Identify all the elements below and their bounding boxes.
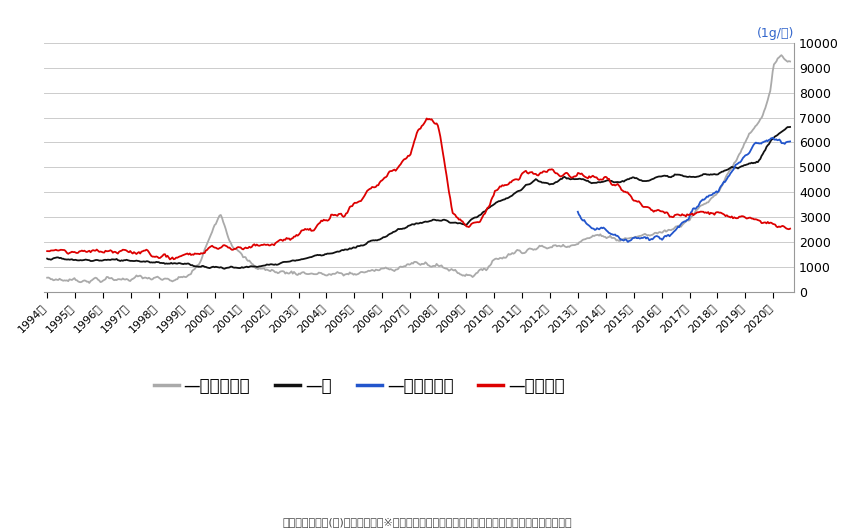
Text: データ配信元：(株)時事通信社　※イリジウム価格は大手地金商参考価格を基に北辰物産が作成: データ配信元：(株)時事通信社 ※イリジウム価格は大手地金商参考価格を基に北辰物… xyxy=(281,517,572,527)
Text: (1g/円): (1g/円) xyxy=(756,27,793,40)
Legend: —パラジウム, —金, —イリジウム, —プラチナ: —パラジウム, —金, —イリジウム, —プラチナ xyxy=(147,370,571,402)
